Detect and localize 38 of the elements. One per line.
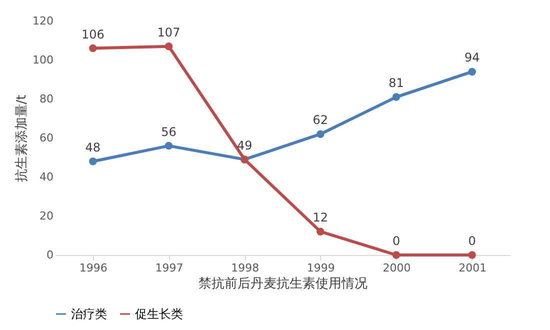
data-label: 48	[85, 140, 101, 154]
data-label: 56	[161, 124, 176, 139]
y-tick-label: 20	[40, 210, 54, 222]
point	[392, 251, 400, 259]
data-label: 107	[157, 25, 180, 40]
y-tick-label: 60	[40, 132, 54, 144]
point	[164, 142, 173, 150]
data-label: 94	[464, 50, 480, 65]
point	[89, 158, 97, 166]
point	[468, 251, 476, 259]
y-tick-label: 80	[40, 92, 54, 106]
data-label: 0	[468, 234, 476, 248]
data-label: 62	[312, 113, 328, 128]
data-label: 49	[236, 138, 252, 152]
point	[316, 228, 324, 236]
x-tick-label: 1998	[231, 262, 260, 274]
point	[164, 42, 173, 50]
point	[89, 44, 97, 52]
x-tick-label: 1996	[79, 262, 108, 274]
x-tick-label: 1997	[155, 262, 184, 274]
legend-label: 促生长类	[135, 307, 183, 321]
data-label: 0	[392, 234, 400, 248]
point	[316, 130, 324, 138]
legend-label: 治疗类	[71, 307, 107, 321]
x-tick-label: 1999	[306, 262, 335, 274]
y-tick-label: 120	[32, 14, 54, 28]
y-tick-label: 0	[46, 248, 54, 262]
x-tick-label: 2001	[458, 262, 487, 274]
point	[468, 68, 476, 76]
point	[392, 93, 400, 101]
data-label: 81	[388, 76, 404, 90]
x-axis-title: 禁抗前后丹麦抗生素使用情况	[198, 276, 368, 292]
data-label: 106	[81, 27, 104, 42]
x-tick-label: 2000	[382, 262, 411, 274]
y-tick-label: 100	[32, 54, 54, 66]
data-label: 12	[312, 210, 328, 225]
y-tick-label: 40	[40, 170, 54, 184]
y-axis-title: 抗生素添加量/t	[14, 94, 30, 182]
